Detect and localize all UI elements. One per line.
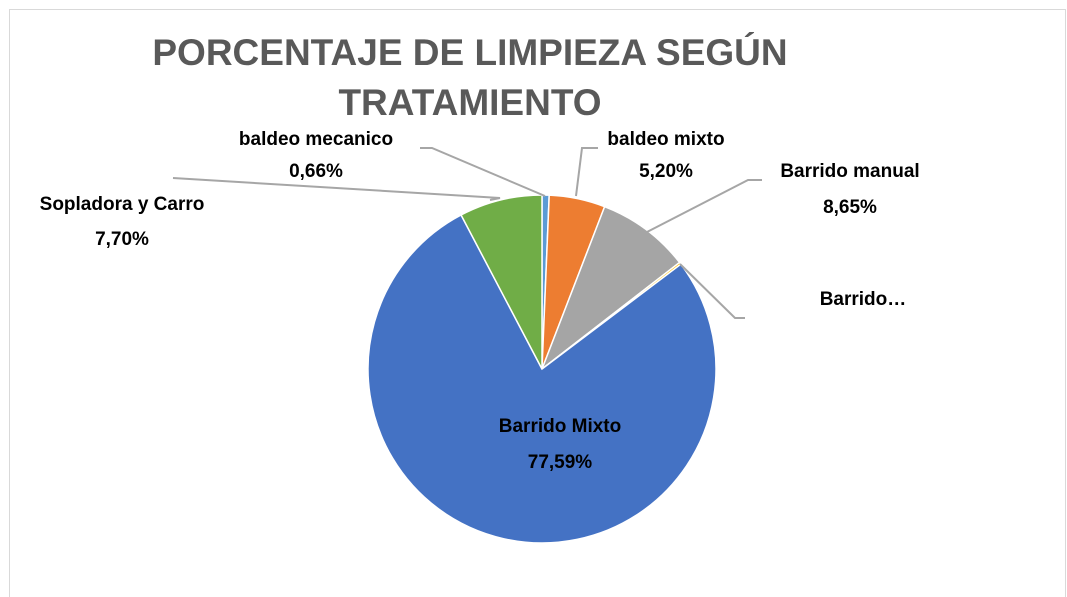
- leader-line: [420, 147, 546, 197]
- leader-line: [575, 147, 598, 197]
- slice-value-label: 5,20%: [639, 161, 693, 182]
- leader-line: [172, 177, 501, 201]
- leader-line: [646, 179, 762, 233]
- slice-value-label: 77,59%: [528, 452, 593, 473]
- slice-label: Barrido…: [820, 289, 907, 310]
- slice-value-label: 0,66%: [289, 161, 343, 182]
- slice-label: Barrido manual: [780, 161, 919, 182]
- pie-slice: [540, 205, 681, 372]
- chart-title: PORCENTAJE DE LIMPIEZA SEGÚN TRATAMIENTO: [152, 32, 788, 123]
- slice-label: Barrido Mixto: [499, 416, 621, 437]
- slice-value-label: 8,65%: [823, 197, 877, 218]
- slice-value-label: 7,70%: [95, 229, 149, 250]
- pie-slice: [367, 213, 717, 544]
- slice-label: baldeo mixto: [607, 129, 724, 150]
- leader-line: [679, 263, 745, 319]
- slice-label: Sopladora y Carro: [40, 194, 205, 215]
- slice-label: baldeo mecanico: [239, 129, 393, 150]
